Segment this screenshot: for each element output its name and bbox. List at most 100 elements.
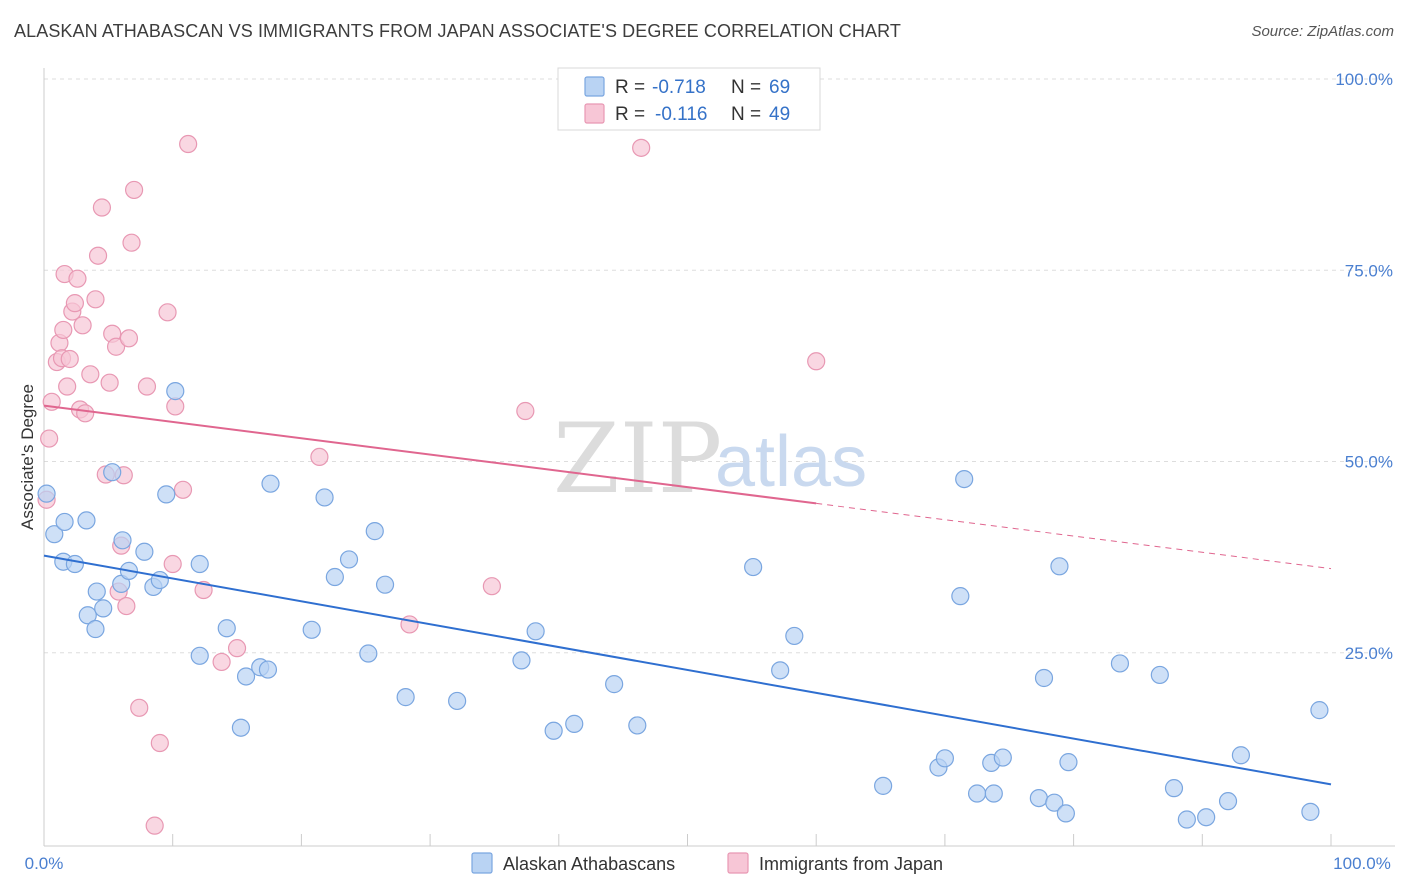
point-immigrants-from-japan (81, 365, 100, 384)
point-immigrants-from-japan (68, 269, 87, 288)
watermark: ZIP atlas (553, 403, 867, 515)
legend-r-label-1: R = (615, 77, 645, 98)
point-immigrants-from-japan (76, 404, 95, 423)
point-alaskan-athabascans (935, 749, 955, 768)
point-alaskan-athabascans (65, 554, 84, 574)
point-alaskan-athabascans (874, 776, 893, 795)
point-alaskan-athabascans (1034, 668, 1054, 688)
series-immigrants-from-japan (37, 134, 826, 835)
y-axis-label: Associate's Degree (18, 384, 37, 530)
grid-lines (44, 78, 1395, 654)
point-immigrants-from-japan (100, 373, 119, 392)
y-tick-label: 50.0% (1345, 453, 1393, 472)
point-alaskan-athabascans (87, 582, 106, 601)
point-immigrants-from-japan (173, 480, 193, 499)
y-tick-labels: 25.0% 50.0% 75.0% 100.0% (1335, 70, 1393, 663)
point-alaskan-athabascans (166, 382, 185, 401)
point-immigrants-from-japan (137, 377, 157, 396)
point-alaskan-athabascans (78, 606, 97, 625)
point-alaskan-athabascans (94, 599, 113, 618)
y-tick-label: 75.0% (1345, 261, 1393, 280)
point-alaskan-athabascans (77, 511, 96, 530)
point-alaskan-athabascans (1164, 779, 1184, 798)
point-alaskan-athabascans (55, 512, 74, 532)
point-immigrants-from-japan (73, 316, 92, 335)
point-alaskan-athabascans (45, 525, 64, 544)
point-alaskan-athabascans (967, 784, 987, 803)
point-alaskan-athabascans (37, 484, 56, 503)
point-alaskan-athabascans (605, 675, 624, 694)
point-alaskan-athabascans (512, 651, 531, 670)
point-alaskan-athabascans (258, 660, 278, 679)
point-alaskan-athabascans (190, 554, 209, 574)
chart-title: ALASKAN ATHABASCAN VS IMMIGRANTS FROM JA… (14, 21, 901, 41)
point-immigrants-from-japan (632, 138, 651, 157)
point-alaskan-athabascans (744, 557, 763, 577)
point-alaskan-athabascans (1059, 753, 1078, 772)
point-immigrants-from-japan (310, 447, 329, 467)
point-alaskan-athabascans (113, 531, 132, 550)
legend-r-label-2: R = (615, 104, 645, 125)
point-alaskan-athabascans (325, 567, 344, 587)
point-alaskan-athabascans (1045, 793, 1064, 812)
point-alaskan-athabascans (526, 622, 545, 641)
legend-n-label-1: N = (731, 77, 761, 98)
legend-n-value-2: 49 (769, 104, 790, 125)
point-immigrants-from-japan (119, 329, 139, 348)
point-immigrants-from-japan (212, 652, 231, 672)
point-immigrants-from-japan (117, 596, 136, 616)
y-tick-label: 100.0% (1335, 70, 1393, 89)
point-immigrants-from-japan (54, 320, 73, 340)
trend-line-immigrants-from-japan-extension (816, 502, 1332, 570)
point-alaskan-athabascans (628, 716, 647, 735)
point-immigrants-from-japan (194, 580, 213, 600)
point-alaskan-athabascans (261, 474, 280, 493)
bottom-legend-label-pink: Immigrants from Japan (759, 854, 943, 874)
legend-r-value-1: -0.718 (652, 77, 706, 98)
point-immigrants-from-japan (166, 397, 185, 416)
point-immigrants-from-japan (124, 180, 144, 200)
point-immigrants-from-japan (106, 337, 126, 356)
point-alaskan-athabascans (1150, 665, 1169, 685)
point-immigrants-from-japan (40, 429, 59, 448)
point-alaskan-athabascans (359, 644, 378, 663)
watermark-zip: ZIP (553, 403, 722, 515)
point-alaskan-athabascans (993, 748, 1012, 767)
point-immigrants-from-japan (145, 816, 164, 835)
point-immigrants-from-japan (227, 639, 247, 658)
point-immigrants-from-japan (65, 294, 84, 313)
point-alaskan-athabascans (955, 469, 974, 489)
point-alaskan-athabascans (984, 784, 1003, 803)
point-immigrants-from-japan (92, 198, 112, 217)
point-immigrants-from-japan (179, 134, 198, 154)
bottom-legend-swatch-pink (727, 852, 749, 874)
point-alaskan-athabascans (236, 667, 256, 686)
point-alaskan-athabascans (1050, 557, 1069, 576)
watermark-atlas: atlas (715, 422, 867, 502)
point-immigrants-from-japan (163, 554, 182, 574)
legend-n-value-1: 69 (769, 77, 790, 98)
point-immigrants-from-japan (130, 698, 149, 717)
point-alaskan-athabascans (365, 522, 384, 541)
point-alaskan-athabascans (375, 575, 395, 594)
point-immigrants-from-japan (88, 246, 108, 265)
trend-line-alaskan-athabascans (43, 554, 1332, 786)
point-alaskan-athabascans (157, 485, 176, 504)
point-alaskan-athabascans (1310, 701, 1329, 720)
trend-lines (43, 404, 1332, 786)
bottom-legend: Alaskan Athabascans Immigrants from Japa… (471, 852, 943, 874)
bottom-legend-label-blue: Alaskan Athabascans (503, 854, 675, 874)
point-alaskan-athabascans (396, 688, 415, 707)
point-immigrants-from-japan (86, 290, 105, 309)
point-alaskan-athabascans (1301, 802, 1320, 821)
point-immigrants-from-japan (482, 577, 501, 596)
legend-box: R = -0.718 N = 69 R = -0.116 N = 49 (557, 67, 821, 131)
point-alaskan-athabascans (1177, 810, 1196, 829)
point-alaskan-athabascans (190, 646, 209, 665)
point-alaskan-athabascans (1056, 804, 1075, 823)
point-alaskan-athabascans (544, 721, 563, 740)
point-alaskan-athabascans (315, 488, 334, 507)
point-immigrants-from-japan (150, 733, 169, 753)
point-alaskan-athabascans (1197, 808, 1216, 827)
